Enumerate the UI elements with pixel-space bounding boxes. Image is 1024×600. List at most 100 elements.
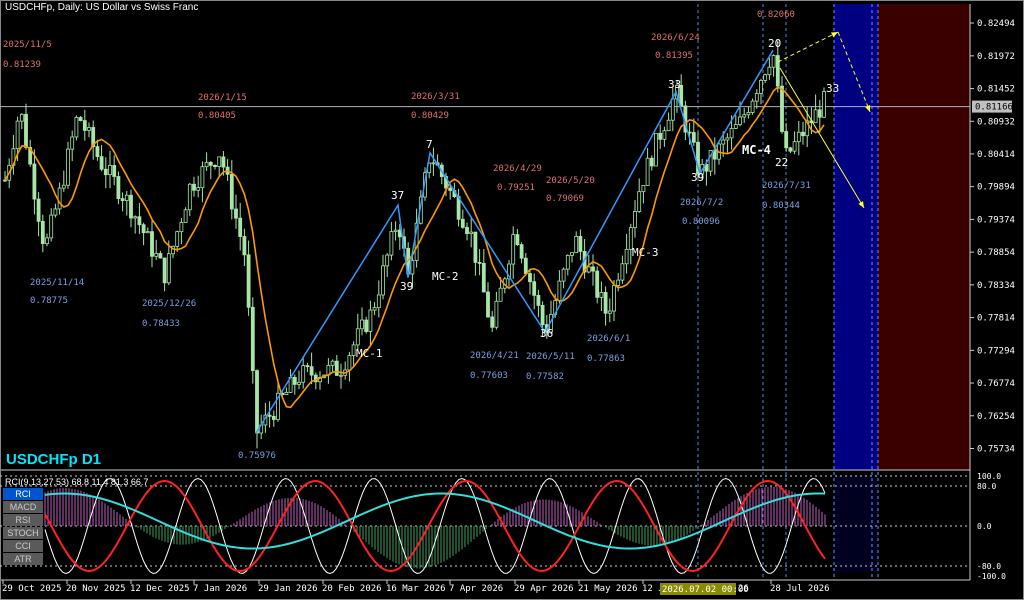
candle-body [486,291,490,318]
candle-body [507,263,511,280]
indicator-buttons: RCI MACD RSI STOCH CCI ATR [3,488,43,566]
candle-body [368,309,373,332]
candle-body [733,124,738,129]
price-axis-label: 0.75734 [977,445,1015,455]
swing-date-label: 2025/11/14 [30,278,84,288]
candle-body [124,194,129,201]
candle-body [691,132,696,143]
candle-body [780,85,784,132]
candle-body [662,130,667,140]
candle-body [301,365,306,383]
indicator-button-cci[interactable]: CCI [3,540,43,552]
candle-body [213,164,217,168]
time-axis-label: 29 Oct 2025 [2,584,62,594]
chart-title: USDCHFp, Daily: US Dollar vs Swiss Franc [5,2,199,13]
swing-price-label: 0.81239 [3,60,41,70]
candle-body [103,168,108,176]
candle-body [133,216,138,219]
candle-body [746,112,751,116]
candle-body [704,163,709,172]
candle-body [759,79,763,94]
candle-body [208,161,213,166]
candle-body [565,254,570,270]
candle-body [187,183,192,211]
price-axis-label: 0.78334 [977,281,1015,291]
candle-body [498,287,503,302]
symbol-label: USDCHFp D1 [6,451,102,468]
candle-body [801,131,805,137]
candle-body [771,55,776,68]
swing-date-label: 2026/6/1 [587,334,630,344]
swing-date-label: 2026/3/31 [411,92,460,102]
candle-body [792,141,797,152]
candle-body [45,237,49,245]
candle-body [200,166,205,189]
candle-body [595,270,600,298]
candle-body [654,132,658,167]
indicator-axis-label: -80.0 [977,562,1001,571]
candle-body [490,316,495,328]
swing-price-label: 0.80429 [411,111,449,121]
rci-line-slow [44,492,826,550]
forecast-arrow-down2 [779,67,865,209]
candle-body [355,328,360,346]
candle-body [599,292,604,298]
swing-price-label: 0.79069 [546,194,584,204]
indicator-button-rsi[interactable]: RSI [3,514,43,526]
forecast-zone-red [878,4,970,470]
candle-body [360,319,364,330]
candle-body [36,198,41,222]
candle-body [91,127,96,148]
forecast-arrow-up [777,31,839,63]
price-axis-label: 0.77814 [977,314,1015,324]
current-price-label: 0.81166 [975,103,1013,113]
swing-price-label: 0.80096 [682,217,720,227]
candle-body [725,137,730,141]
candle-body [767,66,772,76]
candle-body [183,209,188,223]
wave-number-label: 33 [668,78,681,91]
candle-body [297,381,301,385]
candle-body [645,157,650,186]
candle-body [204,161,209,168]
indicator-button-stoch[interactable]: STOCH [3,527,43,539]
candle-body [120,198,125,201]
candle-body [381,265,385,296]
candle-body [255,370,259,434]
cycle-label: MC-3 [632,246,659,259]
candle-body [250,306,255,371]
indicator-button-macd[interactable]: MACD [3,501,43,513]
candle-body [511,234,516,265]
swing-price-label: 0.77603 [470,371,508,381]
candle-body [817,109,822,118]
candle-body [246,254,251,308]
candle-body [628,227,633,250]
indicator-button-atr[interactable]: ATR [3,553,43,565]
candle-body [532,281,537,296]
candle-body [53,208,58,216]
candle-body [276,392,280,420]
candle-body [238,217,243,237]
current-price-box [972,100,1012,113]
candle-body [292,376,297,385]
candle-body [788,147,793,152]
candle-body [32,163,37,200]
candle-body [696,141,700,175]
candle-body [166,253,171,284]
candle-body [179,222,184,233]
forecast-arrow-down1-head [865,105,871,112]
candle-body [158,253,163,259]
candle-body [309,366,314,376]
candle-body [658,132,663,140]
candle-body [523,257,528,274]
moving-average-line [4,86,825,409]
candle-body [561,268,566,282]
candle-body [670,98,675,121]
price-axis-label: 0.81972 [977,52,1015,62]
candle-body [481,262,486,293]
indicator-axis-label: 80.0 [977,482,996,491]
candle-body [431,162,436,165]
indicator-button-rci[interactable]: RCI [3,488,43,500]
cycle-label: MC-1 [356,347,383,360]
